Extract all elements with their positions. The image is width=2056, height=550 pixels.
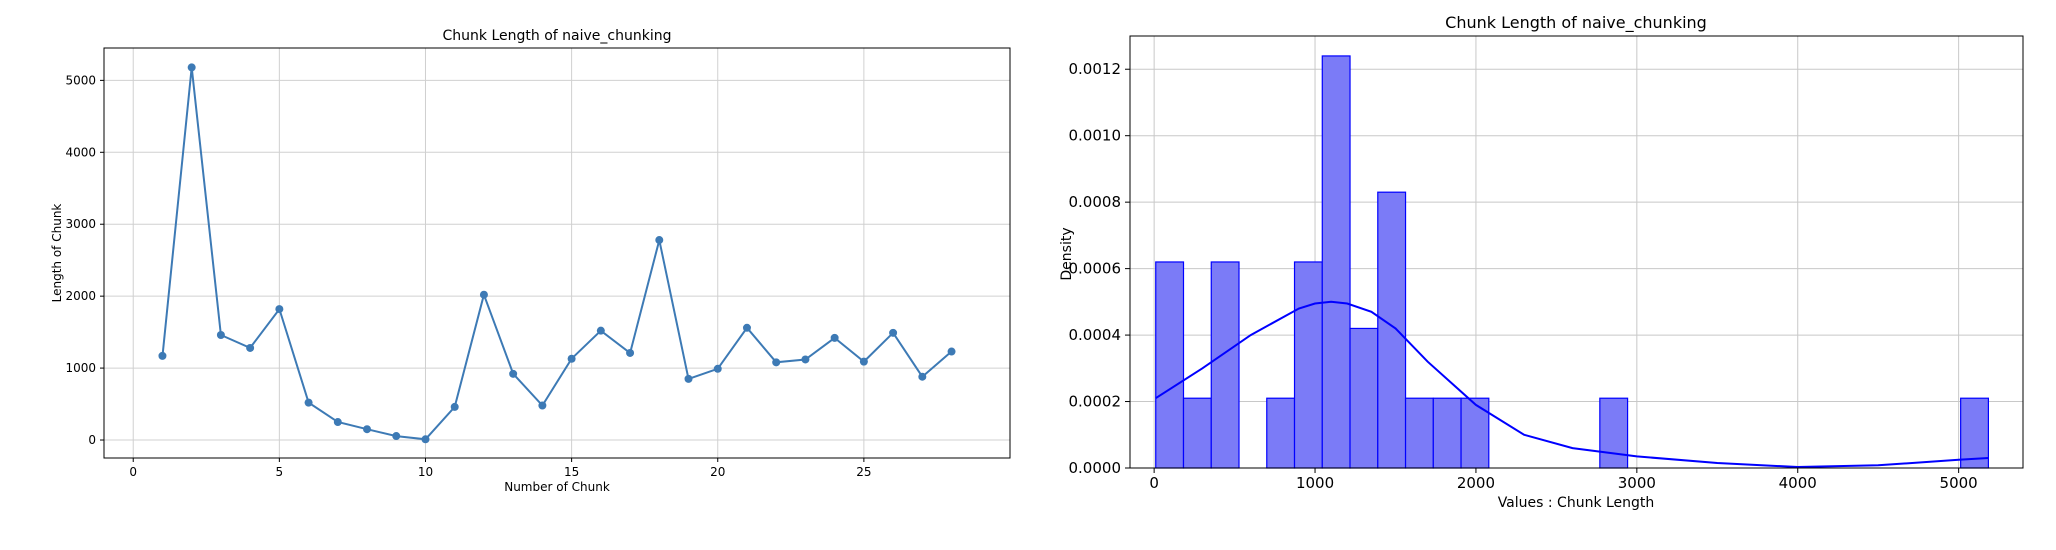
y-tick-label: 0.0010 [1069, 127, 1122, 145]
data-point [479, 290, 488, 299]
kde-curve [1155, 300, 1989, 469]
data-point [333, 418, 342, 427]
data-point [509, 369, 518, 378]
histogram-bar [1349, 327, 1379, 469]
x-axis-ticks: 0 1000 2000 3000 4000 5000 [1149, 468, 1978, 492]
histogram-bar [1266, 397, 1296, 469]
data-point [918, 372, 927, 381]
data-point [392, 432, 401, 441]
y-tick-label: 0 [88, 433, 96, 447]
histogram-bar [1321, 55, 1351, 469]
x-tick-label: 4000 [1779, 474, 1817, 492]
x-tick-label: 0 [129, 465, 137, 479]
data-point [450, 402, 459, 411]
data-point [713, 364, 722, 373]
histogram-bar [1460, 397, 1490, 469]
data-point [538, 401, 547, 410]
plot-area-frame [1129, 35, 2024, 469]
x-tick-label: 3000 [1618, 474, 1656, 492]
data-point [275, 305, 284, 314]
x-tick-label: 25 [856, 465, 871, 479]
x-axis-label: Number of Chunk [504, 480, 610, 494]
data-point [363, 425, 372, 434]
data-point [830, 333, 839, 342]
histogram-bar [1599, 397, 1629, 469]
data-point [655, 236, 664, 245]
y-tick-label: 4000 [65, 145, 96, 159]
y-tick-label: 0.0008 [1069, 193, 1122, 211]
data-point [626, 348, 635, 357]
data-point [889, 328, 898, 337]
data-point [596, 326, 605, 335]
data-point [158, 351, 167, 360]
histogram-bar [1377, 191, 1407, 469]
data-point [684, 374, 693, 383]
data-point [421, 435, 430, 444]
y-tick-label: 1000 [65, 361, 96, 375]
data-point [304, 398, 313, 407]
y-tick-label: 2000 [65, 289, 96, 303]
y-tick-label: 0.0002 [1069, 393, 1122, 411]
data-point [187, 63, 196, 72]
y-axis-ticks: 0 1000 2000 3000 4000 5000 [65, 73, 104, 447]
series-line [161, 67, 953, 441]
chart-title: Chunk Length of naive_chunking [1445, 13, 1707, 33]
x-tick-label: 5000 [1940, 474, 1978, 492]
histogram-panel: 0 1000 2000 3000 4000 5000 0.0000 0.0002 0.0004… [1030, 0, 2056, 546]
histogram-bar [1960, 397, 1990, 469]
y-tick-label: 0.0006 [1069, 260, 1122, 278]
x-tick-label: 15 [564, 465, 579, 479]
y-tick-label: 5000 [65, 73, 96, 87]
y-tick-label: 0.0004 [1069, 326, 1122, 344]
line-chart: 0 5 10 15 20 25 0 1000 2000 3000 4000 5000 Chunk L… [50, 28, 1011, 494]
data-point [772, 358, 781, 367]
x-tick-label: 0 [1149, 474, 1159, 492]
plot-area-frame [103, 47, 1011, 459]
y-axis-ticks: 0.0000 0.0002 0.0004 0.0006 0.0008 0.0010 0.00… [1069, 60, 1130, 477]
data-points [158, 63, 956, 444]
histogram-bar [1404, 397, 1434, 469]
histogram-bar [1182, 397, 1212, 469]
data-point [947, 347, 956, 356]
x-axis-ticks: 0 5 10 15 20 25 [129, 458, 872, 479]
data-point [567, 354, 576, 363]
grid [1130, 36, 2023, 469]
data-point [742, 323, 751, 332]
histogram-bar [1210, 261, 1240, 469]
x-tick-label: 1000 [1296, 474, 1334, 492]
y-tick-label: 0.0000 [1069, 459, 1122, 477]
chart-title: Chunk Length of naive_chunking [443, 28, 672, 44]
data-point [216, 331, 225, 339]
histogram-bar [1293, 261, 1323, 469]
x-axis-label: Values : Chunk Length [1498, 495, 1655, 511]
y-tick-label: 0.0012 [1069, 60, 1122, 78]
x-tick-label: 5 [276, 465, 284, 479]
data-point [246, 343, 255, 352]
line-chart-panel: 0 5 10 15 20 25 0 1000 2000 3000 4000 5000 Chunk L… [0, 0, 1030, 546]
y-axis-label: Length of Chunk [50, 204, 64, 303]
grid [104, 48, 1010, 458]
x-tick-label: 20 [710, 465, 725, 479]
x-tick-label: 10 [418, 465, 433, 479]
histogram-bar [1432, 397, 1462, 469]
histogram-bar [1155, 261, 1185, 469]
histogram-chart: 0 1000 2000 3000 4000 5000 0.0000 0.0002 0.0004… [1059, 13, 2024, 511]
y-tick-label: 3000 [65, 217, 96, 231]
x-tick-label: 2000 [1457, 474, 1495, 492]
histogram-bars [1155, 55, 1990, 469]
y-axis-label: Density [1059, 227, 1075, 280]
data-point [801, 355, 810, 364]
data-point [859, 357, 868, 366]
